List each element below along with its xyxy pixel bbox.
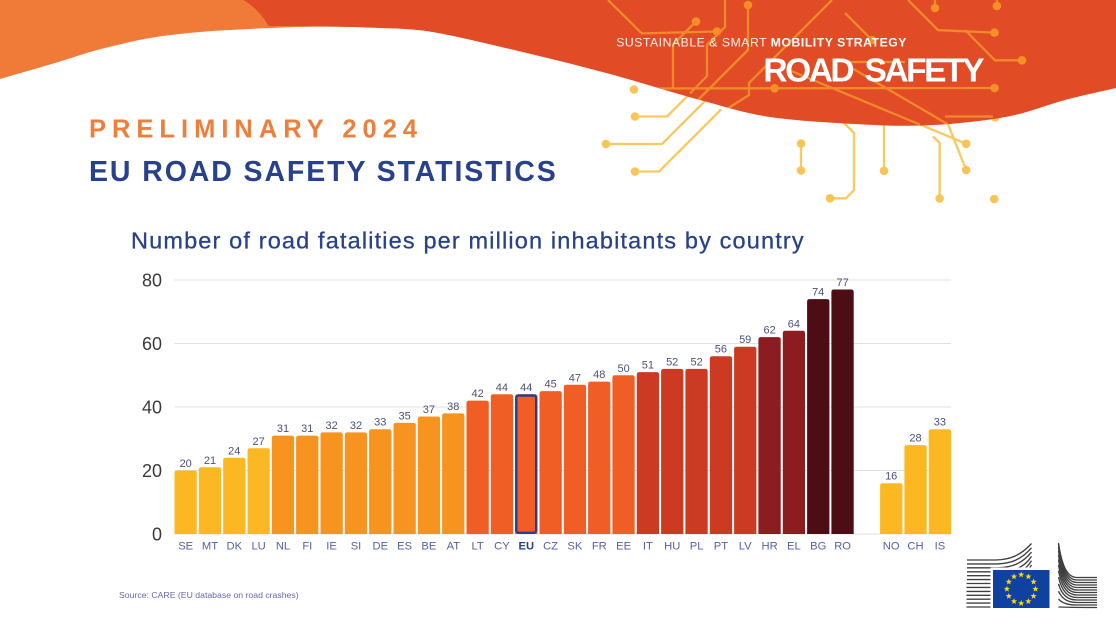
- svg-text:31: 31: [301, 423, 313, 435]
- svg-text:40: 40: [142, 397, 162, 417]
- svg-text:60: 60: [142, 334, 162, 354]
- svg-text:Source: CARE (EU database on r: Source: CARE (EU database on road crashe…: [119, 590, 299, 600]
- svg-text:77: 77: [836, 277, 848, 289]
- svg-text:IT: IT: [643, 541, 653, 553]
- svg-text:HU: HU: [664, 541, 680, 553]
- svg-text:DE: DE: [373, 541, 389, 553]
- svg-text:CZ: CZ: [543, 541, 558, 553]
- svg-text:32: 32: [325, 420, 337, 432]
- svg-text:NL: NL: [276, 541, 290, 553]
- svg-text:50: 50: [617, 363, 629, 375]
- svg-text:EE: EE: [616, 541, 631, 553]
- svg-text:33: 33: [374, 417, 386, 429]
- svg-text:20: 20: [142, 461, 162, 481]
- svg-text:SE: SE: [178, 541, 193, 553]
- svg-text:62: 62: [763, 325, 775, 337]
- svg-text:35: 35: [398, 410, 410, 422]
- svg-text:21: 21: [204, 455, 216, 467]
- svg-text:PRELIMINARY 2024: PRELIMINARY 2024: [89, 116, 423, 144]
- svg-text:20: 20: [180, 458, 192, 470]
- svg-text:ES: ES: [397, 541, 412, 553]
- svg-text:LT: LT: [471, 541, 483, 553]
- svg-text:47: 47: [569, 372, 581, 384]
- svg-text:PL: PL: [690, 541, 704, 553]
- svg-text:44: 44: [520, 382, 532, 394]
- svg-text:27: 27: [252, 436, 264, 448]
- svg-text:28: 28: [909, 433, 921, 445]
- svg-text:IS: IS: [935, 541, 946, 553]
- svg-text:DK: DK: [227, 541, 243, 553]
- svg-text:SK: SK: [567, 541, 582, 553]
- svg-text:SUSTAINABLE & SMART MOBILITY S: SUSTAINABLE & SMART MOBILITY STRATEGY: [616, 35, 907, 49]
- svg-text:PT: PT: [714, 541, 728, 553]
- svg-text:80: 80: [142, 270, 162, 290]
- svg-text:SI: SI: [351, 541, 362, 553]
- svg-text:CH: CH: [907, 541, 923, 553]
- svg-text:BG: BG: [810, 541, 826, 553]
- svg-text:42: 42: [471, 388, 483, 400]
- svg-text:HR: HR: [762, 541, 778, 553]
- svg-text:59: 59: [739, 334, 751, 346]
- svg-text:56: 56: [715, 344, 727, 356]
- svg-text:24: 24: [228, 445, 240, 457]
- svg-text:NO: NO: [883, 541, 900, 553]
- svg-text:33: 33: [934, 417, 946, 429]
- svg-text:64: 64: [788, 318, 800, 330]
- svg-text:0: 0: [152, 524, 162, 544]
- svg-text:LV: LV: [739, 541, 752, 553]
- svg-text:45: 45: [544, 379, 556, 391]
- svg-text:Number of road fatalities per: Number of road fatalities per million in…: [131, 228, 805, 254]
- svg-text:32: 32: [350, 420, 362, 432]
- svg-text:52: 52: [666, 356, 678, 368]
- svg-text:FI: FI: [302, 541, 312, 553]
- svg-text:37: 37: [423, 404, 435, 416]
- svg-text:EU: EU: [519, 541, 535, 553]
- svg-text:LU: LU: [251, 541, 265, 553]
- svg-text:AT: AT: [447, 541, 461, 553]
- svg-text:EL: EL: [787, 541, 801, 553]
- svg-text:38: 38: [447, 401, 459, 413]
- svg-text:FR: FR: [592, 541, 607, 553]
- svg-text:BE: BE: [421, 541, 436, 553]
- svg-text:16: 16: [885, 471, 897, 483]
- svg-text:MT: MT: [202, 541, 218, 553]
- svg-text:31: 31: [277, 423, 289, 435]
- svg-text:EU ROAD SAFETY STATISTICS: EU ROAD SAFETY STATISTICS: [89, 156, 558, 188]
- svg-text:IE: IE: [326, 541, 337, 553]
- svg-text:48: 48: [593, 369, 605, 381]
- svg-text:52: 52: [690, 356, 702, 368]
- svg-text:CY: CY: [494, 541, 510, 553]
- svg-text:RO: RO: [834, 541, 851, 553]
- svg-text:74: 74: [812, 287, 824, 299]
- svg-text:51: 51: [642, 360, 654, 372]
- svg-text:44: 44: [496, 382, 508, 394]
- svg-text:ROAD SAFETY: ROAD SAFETY: [763, 53, 984, 90]
